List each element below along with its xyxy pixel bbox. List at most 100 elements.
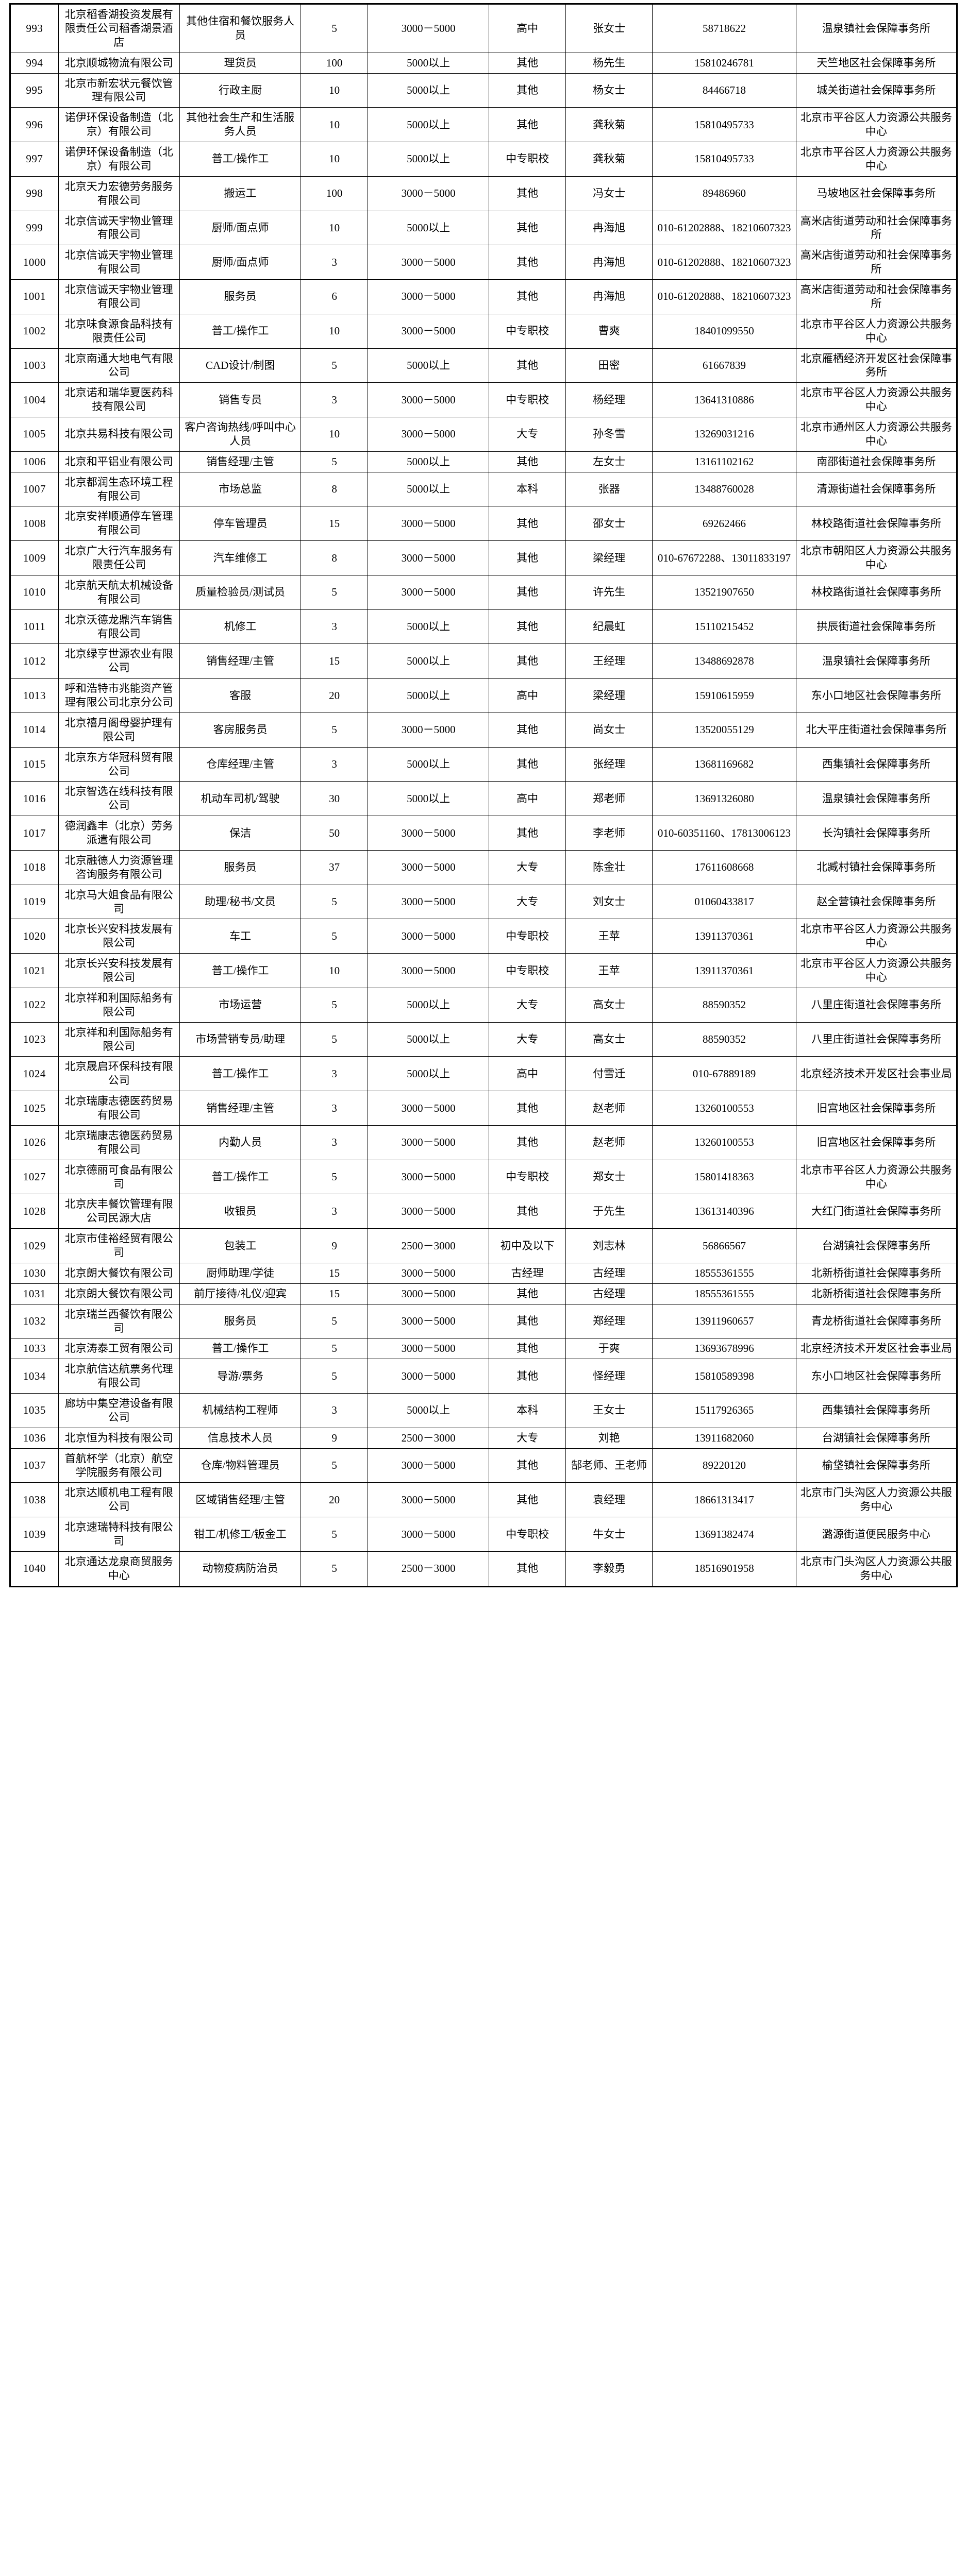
headcount: 100	[301, 176, 368, 211]
headcount: 50	[301, 816, 368, 851]
salary-range: 3000－5000	[367, 1303, 490, 1339]
job-title: 仓库/物料管理员	[179, 1448, 302, 1483]
table-row: 1020 北京长兴安科技发展有限公司 车工 5 3000－5000 中专职校 王苹 13911…	[10, 919, 958, 954]
contact-person: 袁经理	[565, 1482, 653, 1518]
row-index: 1005	[10, 417, 59, 452]
table-row: 996 诺伊环保设备制造（北京）有限公司 其他社会生产和生活服务人员 10 5000以上…	[10, 107, 958, 142]
job-title: 信息技术人员	[179, 1427, 302, 1449]
contact-person: 许先生	[565, 574, 653, 610]
contact-phone: 15810495733	[652, 107, 796, 142]
headcount: 5	[301, 1359, 368, 1394]
service-office: 北京市门头沟区人力资源公共服务中心	[795, 1482, 958, 1518]
headcount: 6	[301, 279, 368, 314]
salary-range: 3000－5000	[367, 1359, 490, 1394]
company-name: 北京朗大餐饮有限公司	[58, 1262, 180, 1284]
row-index: 1022	[10, 987, 59, 1023]
company-name: 首航杯学（北京）航空学院服务有限公司	[58, 1448, 180, 1483]
job-title: 服务员	[179, 1303, 302, 1339]
job-title: 动物疫病防治员	[179, 1551, 302, 1587]
headcount: 3	[301, 382, 368, 417]
company-name: 北京和平铝业有限公司	[58, 451, 180, 472]
company-name: 北京市新宏状元餐饮管理有限公司	[58, 73, 180, 108]
service-office: 北臧村镇社会保障事务所	[795, 850, 958, 885]
contact-person: 刘艳	[565, 1427, 653, 1449]
table-row: 1000 北京信诚天宇物业管理有限公司 厨师/面点师 3 3000－5000 其他 冉海旭 0…	[10, 245, 958, 280]
contact-phone: 01060433817	[652, 884, 796, 920]
company-name: 廊坊中集空港设备有限公司	[58, 1393, 180, 1428]
table-row: 1033 北京涛泰工贸有限公司 普工/操作工 5 3000－5000 其他 于爽 136936…	[10, 1338, 958, 1360]
job-title: 助理/秘书/文员	[179, 884, 302, 920]
job-title: 包装工	[179, 1228, 302, 1263]
table-row: 999 北京信诚天宇物业管理有限公司 厨师/面点师 10 5000以上 其他 冉海旭 010-…	[10, 210, 958, 246]
company-name: 北京南通大地电气有限公司	[58, 348, 180, 383]
contact-person: 赵老师	[565, 1125, 653, 1160]
company-name: 北京祥和利国际船务有限公司	[58, 1022, 180, 1057]
row-index: 1027	[10, 1159, 59, 1195]
row-index: 1038	[10, 1482, 59, 1518]
service-office: 北京市门头沟区人力资源公共服务中心	[795, 1551, 958, 1587]
contact-phone: 88590352	[652, 1022, 796, 1057]
salary-range: 3000－5000	[367, 540, 490, 575]
salary-range: 3000－5000	[367, 1262, 490, 1284]
salary-range: 5000以上	[367, 107, 490, 142]
service-office: 八里庄街道社会保障事务所	[795, 1022, 958, 1057]
service-office: 台湖镇社会保障事务所	[795, 1427, 958, 1449]
headcount: 3	[301, 1194, 368, 1229]
contact-phone: 15110215452	[652, 609, 796, 645]
salary-range: 3000－5000	[367, 417, 490, 452]
row-index: 1010	[10, 574, 59, 610]
row-index: 997	[10, 142, 59, 177]
education-requirement: 其他	[489, 1125, 566, 1160]
salary-range: 3000－5000	[367, 279, 490, 314]
headcount: 5	[301, 348, 368, 383]
education-requirement: 高中	[489, 678, 566, 713]
job-title: 市场总监	[179, 471, 302, 507]
table-row: 1021 北京长兴安科技发展有限公司 普工/操作工 10 3000－5000 中专职校 王苹…	[10, 953, 958, 988]
company-name: 北京天力宏德劳务服务有限公司	[58, 176, 180, 211]
contact-phone: 15810495733	[652, 142, 796, 177]
service-office: 旧宫地区社会保障事务所	[795, 1125, 958, 1160]
job-title: 普工/操作工	[179, 313, 302, 349]
job-title: 普工/操作工	[179, 953, 302, 988]
service-office: 旧宫地区社会保障事务所	[795, 1091, 958, 1126]
education-requirement: 中专职校	[489, 1517, 566, 1552]
service-office: 榆垡镇社会保障事务所	[795, 1448, 958, 1483]
company-name: 北京瑞兰西餐饮有限公司	[58, 1303, 180, 1339]
row-index: 1035	[10, 1393, 59, 1428]
salary-range: 2500－3000	[367, 1551, 490, 1587]
service-office: 东小口地区社会保障事务所	[795, 678, 958, 713]
contact-person: 张女士	[565, 4, 653, 53]
row-index: 1016	[10, 781, 59, 817]
contact-person: 杨经理	[565, 382, 653, 417]
education-requirement: 中专职校	[489, 382, 566, 417]
contact-phone: 88590352	[652, 987, 796, 1023]
service-office: 北京经济技术开发区社会事业局	[795, 1056, 958, 1092]
education-requirement: 其他	[489, 1303, 566, 1339]
contact-person: 孙冬雪	[565, 417, 653, 452]
row-index: 1008	[10, 506, 59, 541]
contact-person: 刘女士	[565, 884, 653, 920]
headcount: 100	[301, 52, 368, 74]
salary-range: 3000－5000	[367, 1125, 490, 1160]
table-row: 1012 北京绿亨世源农业有限公司 销售经理/主管 15 5000以上 其他 王经理 1348…	[10, 643, 958, 679]
service-office: 北京市通州区人力资源公共服务中心	[795, 417, 958, 452]
headcount: 10	[301, 142, 368, 177]
row-index: 999	[10, 210, 59, 246]
contact-person: 王苹	[565, 953, 653, 988]
job-title: 销售经理/主管	[179, 1091, 302, 1126]
job-title: CAD设计/制图	[179, 348, 302, 383]
contact-person: 杨先生	[565, 52, 653, 74]
job-title: 客服	[179, 678, 302, 713]
service-office: 林校路街道社会保障事务所	[795, 574, 958, 610]
education-requirement: 其他	[489, 107, 566, 142]
row-index: 1013	[10, 678, 59, 713]
contact-phone: 15910615959	[652, 678, 796, 713]
table-row: 1039 北京速瑞特科技有限公司 钳工/机修工/钣金工 5 3000－5000 中专职校牛…	[10, 1517, 958, 1552]
headcount: 3	[301, 245, 368, 280]
salary-range: 5000以上	[367, 1022, 490, 1057]
table-row: 994 北京顺城物流有限公司 理货员 100 5000以上 其他 杨先生 1581024678…	[10, 52, 958, 74]
company-name: 北京长兴安科技发展有限公司	[58, 953, 180, 988]
company-name: 北京信诚天宇物业管理有限公司	[58, 210, 180, 246]
company-name: 北京稻香湖投资发展有限责任公司稻香湖景酒店	[58, 4, 180, 53]
contact-phone: 13691326080	[652, 781, 796, 817]
